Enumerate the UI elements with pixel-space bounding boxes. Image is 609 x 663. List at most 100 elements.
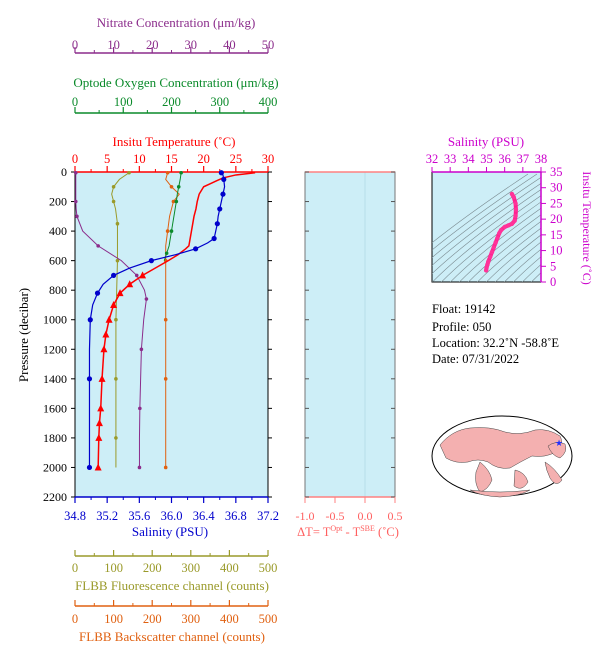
temperature-series-marker bbox=[116, 289, 124, 297]
ts-temperature-tick-label: 35 bbox=[550, 165, 563, 179]
pressure-tick-label: 1400 bbox=[43, 372, 67, 386]
ts-temperature-tick-label: 5 bbox=[550, 259, 556, 273]
ts-salinity-tick-label: 38 bbox=[535, 152, 548, 166]
temperature-series-marker bbox=[139, 271, 147, 279]
ts-point bbox=[498, 227, 504, 233]
salinity-tick-label: 37.2 bbox=[257, 509, 279, 523]
temperature-series-marker bbox=[105, 315, 113, 323]
density-contour bbox=[540, 281, 541, 282]
world-map: ★ bbox=[431, 415, 573, 498]
salinity-series-marker bbox=[211, 235, 217, 242]
salinity-series-marker bbox=[221, 176, 227, 182]
profile-date: Date: 07/31/2022 bbox=[432, 352, 520, 366]
oxygen-tick-label: 100 bbox=[114, 95, 133, 109]
temperature-tick-label: 10 bbox=[133, 152, 146, 166]
fluorescence-series-marker bbox=[114, 436, 118, 440]
ts-point bbox=[495, 235, 500, 241]
nitrate-series-marker bbox=[138, 406, 142, 411]
nitrate-series-marker bbox=[139, 347, 144, 352]
pressure-tick-label: 1000 bbox=[43, 313, 67, 327]
oxygen-series-marker bbox=[169, 229, 174, 233]
ts-point bbox=[487, 254, 493, 260]
backscatter-series-marker bbox=[171, 199, 176, 204]
map-landmass bbox=[544, 461, 563, 484]
ts-point bbox=[493, 240, 498, 245]
temperature-series-line bbox=[97, 171, 256, 468]
ts-point bbox=[509, 191, 515, 197]
backscatter-series-line bbox=[165, 172, 180, 468]
nitrate-series-marker bbox=[134, 273, 139, 278]
temperature-series-marker bbox=[94, 463, 102, 471]
density-contour bbox=[531, 272, 541, 282]
map-landmass bbox=[475, 461, 493, 493]
ts-salinity-tick-label: 35 bbox=[480, 152, 493, 166]
pressure-tick-label: 800 bbox=[49, 283, 67, 297]
fluorescence-series-marker bbox=[111, 199, 116, 204]
nitrate-series-marker bbox=[96, 244, 100, 248]
fluorescence-tick-label: 100 bbox=[104, 561, 123, 575]
pressure-tick-label: 0 bbox=[61, 165, 67, 179]
density-contour bbox=[513, 256, 541, 282]
salinity-series-marker bbox=[111, 272, 117, 279]
temperature-series-marker bbox=[102, 330, 110, 338]
backscatter-series-marker bbox=[163, 465, 168, 470]
ts-point bbox=[506, 223, 511, 228]
nitrate-series-marker bbox=[137, 465, 142, 470]
nitrate-tick-label: 0 bbox=[72, 38, 78, 52]
oxygen-tick-label: 200 bbox=[162, 95, 181, 109]
backscatter-series-marker bbox=[163, 377, 168, 381]
ts-temperature-tick-label: 15 bbox=[550, 228, 563, 242]
backscatter-tick-label: 500 bbox=[259, 612, 278, 626]
temperature-series-marker bbox=[98, 374, 106, 382]
density-contour bbox=[522, 264, 541, 282]
density-contour bbox=[432, 189, 541, 275]
ts-point bbox=[486, 259, 491, 264]
temperature-axis-title: Insitu Temperature (˚C) bbox=[112, 134, 235, 149]
backscatter-series-marker bbox=[163, 317, 168, 322]
nitrate-series-marker bbox=[73, 199, 78, 204]
ts-salinity-tick-label: 37 bbox=[517, 152, 530, 166]
pressure-tick-label: 1200 bbox=[43, 342, 67, 356]
pressure-tick-label: 2200 bbox=[43, 490, 67, 504]
pressure-tick-label: 600 bbox=[49, 254, 67, 268]
backscatter-axis-title: FLBB Backscatter channel (counts) bbox=[79, 629, 265, 644]
temperature-series-marker bbox=[110, 300, 118, 308]
fluorescence-tick-label: 200 bbox=[143, 561, 162, 575]
pressure-tick-label: 1800 bbox=[43, 431, 67, 445]
map-landmass bbox=[469, 489, 531, 498]
float-position-marker: ★ bbox=[555, 438, 563, 448]
temperature-tick-label: 30 bbox=[262, 152, 275, 166]
ts-salinity-tick-label: 34 bbox=[462, 152, 475, 166]
salinity-series-marker bbox=[148, 258, 154, 264]
backscatter-series-marker bbox=[165, 229, 170, 233]
chart-layer: 0200400600800100012001400160018002000220… bbox=[43, 38, 573, 626]
delta-t-tick-label: 0.0 bbox=[358, 509, 373, 523]
temperature-series-marker bbox=[126, 280, 134, 288]
ts-salinity-axis-title: Salinity (PSU) bbox=[448, 134, 524, 149]
oxygen-tick-label: 400 bbox=[259, 95, 278, 109]
ts-point bbox=[491, 245, 496, 250]
pressure-tick-label: 1600 bbox=[43, 401, 67, 415]
fluorescence-tick-label: 500 bbox=[259, 561, 278, 575]
salinity-series-marker bbox=[220, 191, 226, 197]
backscatter-tick-label: 100 bbox=[104, 612, 123, 626]
density-contour bbox=[432, 195, 541, 282]
pressure-tick-label: 400 bbox=[49, 224, 67, 238]
ts-point bbox=[509, 221, 515, 227]
salinity-series-marker bbox=[193, 246, 199, 252]
salinity-series-marker bbox=[217, 206, 223, 212]
nitrate-tick-label: 30 bbox=[185, 38, 198, 52]
ts-point bbox=[502, 224, 507, 230]
temperature-tick-label: 25 bbox=[230, 152, 243, 166]
backscatter-series-marker bbox=[169, 184, 174, 189]
ts-salinity-tick-label: 32 bbox=[426, 152, 439, 166]
oxygen-series-marker bbox=[176, 184, 181, 189]
map-landmass bbox=[513, 469, 529, 489]
density-contour bbox=[468, 220, 541, 282]
salinity-tick-label: 36.8 bbox=[225, 509, 247, 523]
salinity-axis-title: Salinity (PSU) bbox=[132, 524, 208, 539]
salinity-series-marker bbox=[94, 290, 101, 296]
fluorescence-series-marker bbox=[114, 377, 118, 381]
density-contour bbox=[432, 173, 529, 244]
